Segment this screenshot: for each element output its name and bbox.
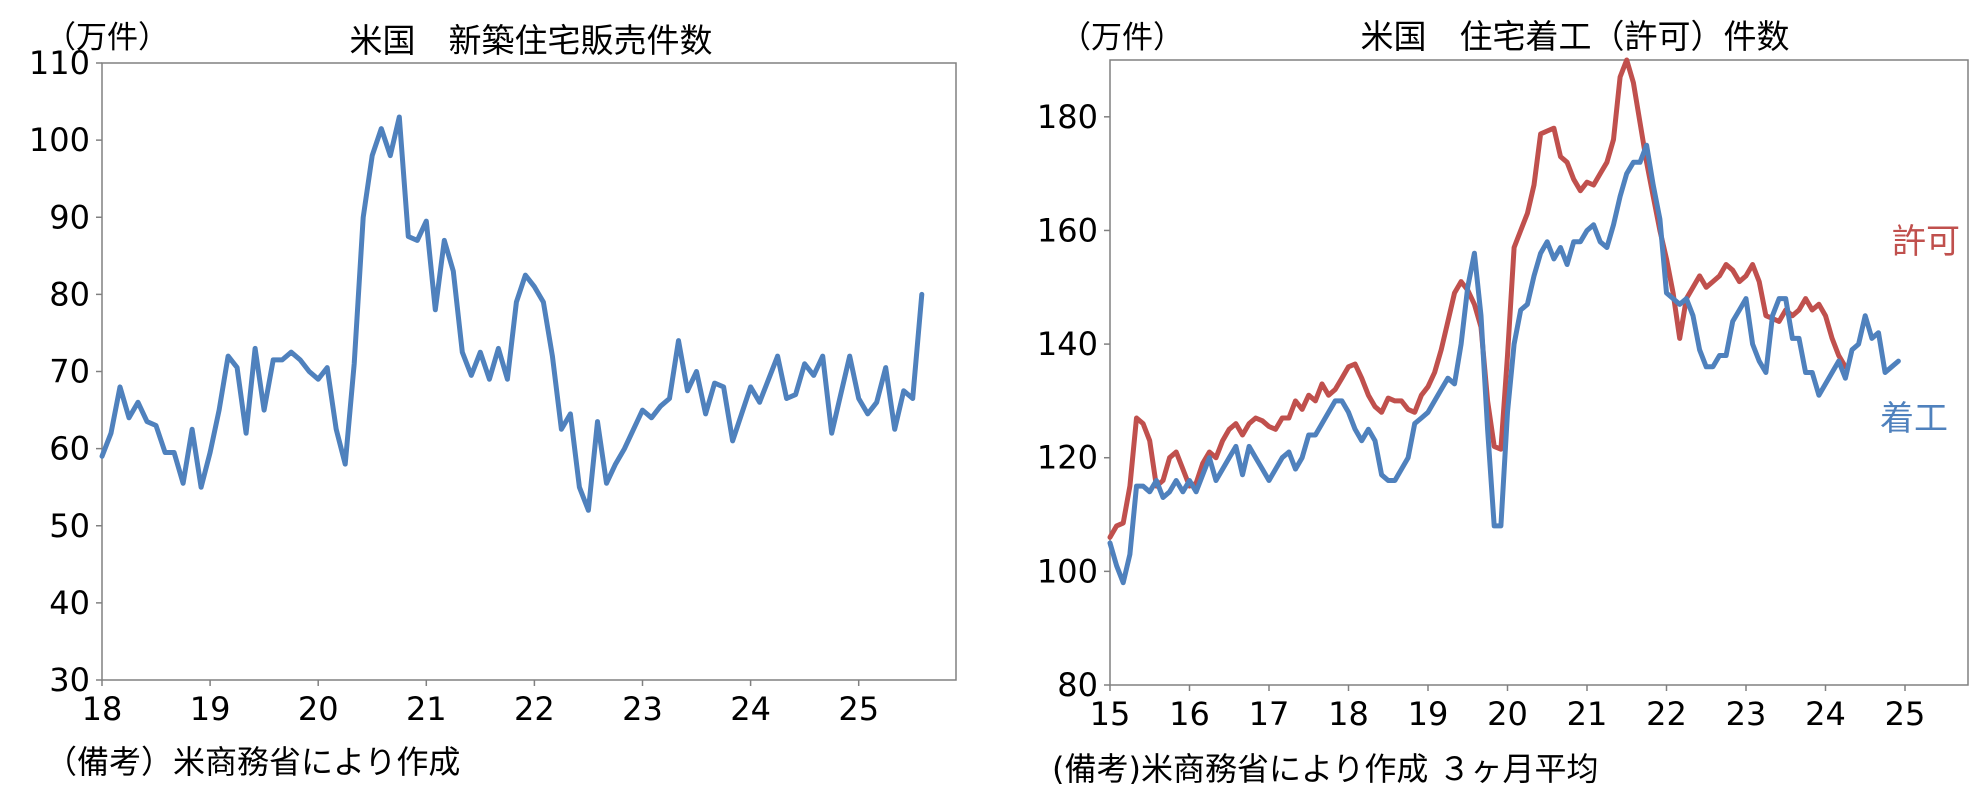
- plot-area: [101, 62, 957, 681]
- y-tick-label: 140: [1037, 325, 1098, 363]
- x-tick-label: 24: [730, 690, 771, 728]
- series-group: [99, 114, 925, 513]
- plot-area: [1109, 59, 1969, 686]
- y-unit-label: （万件）: [1060, 20, 1184, 56]
- chart-title: 米国 新築住宅販売件数: [350, 21, 713, 60]
- y-tick-label: 80: [1057, 666, 1098, 704]
- x-tick-label: 25: [1885, 695, 1926, 733]
- x-tick-label: 17: [1249, 695, 1290, 733]
- legend-label-starts: 着工: [1880, 399, 1948, 439]
- y-tick-label: 100: [1037, 552, 1098, 590]
- y-tick-label: 30: [49, 661, 90, 699]
- x-tick-label: 20: [298, 690, 339, 728]
- x-tick-label: 16: [1169, 695, 1210, 733]
- x-tick-label: 22: [514, 690, 555, 728]
- y-tick-label: 70: [49, 353, 90, 391]
- y-tick-label: 160: [1037, 211, 1098, 249]
- series-line-着工: [1107, 142, 1901, 586]
- x-axis: 15 16 17 18 19 20 21 22 23 24 25: [1090, 685, 1926, 733]
- x-tick-label: 22: [1646, 695, 1687, 733]
- y-tick-label: 100: [29, 121, 90, 159]
- y-tick-label: 90: [49, 198, 90, 236]
- x-tick-label: 23: [1726, 695, 1767, 733]
- x-tick-label: 18: [1328, 695, 1369, 733]
- x-tick-label: 21: [406, 690, 447, 728]
- y-tick-label: 180: [1037, 98, 1098, 136]
- y-tick-label: 120: [1037, 439, 1098, 477]
- new-home-sales-chart: （万件） 米国 新築住宅販売件数 110 100 90 80 70 60 50 40 30 18…: [29, 20, 957, 781]
- x-tick-label: 18: [82, 690, 123, 728]
- x-tick-label: 23: [622, 690, 663, 728]
- y-tick-label: 60: [49, 430, 90, 468]
- y-tick-label: 110: [29, 44, 90, 82]
- x-tick-label: 19: [1408, 695, 1449, 733]
- y-axis: 110 100 90 80 70 60 50 40 30: [29, 44, 102, 699]
- source-note: （備考）米商務省により作成: [45, 743, 460, 781]
- y-tick-label: 40: [49, 584, 90, 622]
- x-tick-label: 25: [838, 690, 879, 728]
- x-tick-label: 24: [1805, 695, 1846, 733]
- y-unit-label: （万件）: [45, 20, 169, 56]
- legend-label-permits: 許可: [1892, 222, 1960, 262]
- x-tick-label: 19: [190, 690, 231, 728]
- y-axis: 180 160 140 120 100 80: [1037, 98, 1110, 704]
- series-line: [99, 114, 925, 513]
- x-axis: 18 19 20 21 22 23 24 25: [82, 680, 879, 728]
- y-tick-label: 80: [49, 275, 90, 313]
- x-tick-label: 15: [1090, 695, 1131, 733]
- y-tick-label: 50: [49, 507, 90, 545]
- source-note: (備考)米商務省により作成 ３ヶ月平均: [1052, 750, 1599, 788]
- x-tick-label: 20: [1487, 695, 1528, 733]
- series-line-許可: [1107, 57, 1848, 540]
- series-group: [1107, 57, 1901, 586]
- x-tick-label: 21: [1567, 695, 1608, 733]
- chart-title: 米国 住宅着工（許可）件数: [1361, 17, 1790, 56]
